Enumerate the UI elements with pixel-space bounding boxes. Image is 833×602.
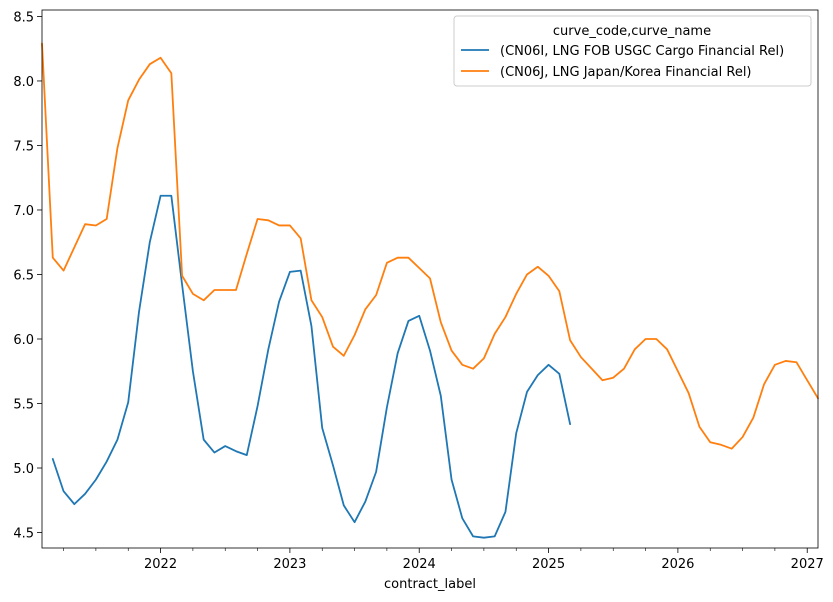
x-tick-label: 2022 [144,557,177,572]
series-line-cn06j [41,42,819,450]
legend-label-cn06j: (CN06J, LNG Japan/Korea Financial Rel) [500,65,752,80]
legend-box [453,15,812,87]
legend-title: curve_code,curve_name [553,24,711,39]
legend-label-cn06i: (CN06I, LNG FOB USGC Cargo Financial Rel… [500,44,784,59]
series-layer [41,42,819,539]
y-tick-label: 8.5 [13,10,34,25]
x-axis-title: contract_label [384,577,476,592]
y-tick-label: 4.5 [13,527,34,542]
plot-frame [41,9,819,549]
y-tick-label: 6.0 [13,333,34,348]
y-tick-label: 7.0 [13,204,34,219]
y-tick-label: 8.0 [13,75,34,90]
x-tick-label: 2025 [532,557,565,572]
y-axis: 4.5 5.0 5.5 6.0 6.5 7.0 7.5 8.0 8.5 [13,10,42,542]
y-tick-label: 5.0 [13,462,34,477]
x-tick-label: 2027 [791,557,824,572]
legend: curve_code,curve_name (CN06I, LNG FOB US… [453,15,812,87]
x-tick-label: 2024 [403,557,436,572]
y-tick-label: 5.5 [13,398,34,413]
series-line-cn06i [51,194,572,539]
x-tick-label: 2023 [273,557,306,572]
x-axis: 2022 2023 2024 2025 2026 2027 [63,548,824,572]
y-tick-label: 7.5 [13,139,34,154]
y-tick-label: 6.5 [13,268,34,283]
x-tick-label: 2026 [661,557,694,572]
